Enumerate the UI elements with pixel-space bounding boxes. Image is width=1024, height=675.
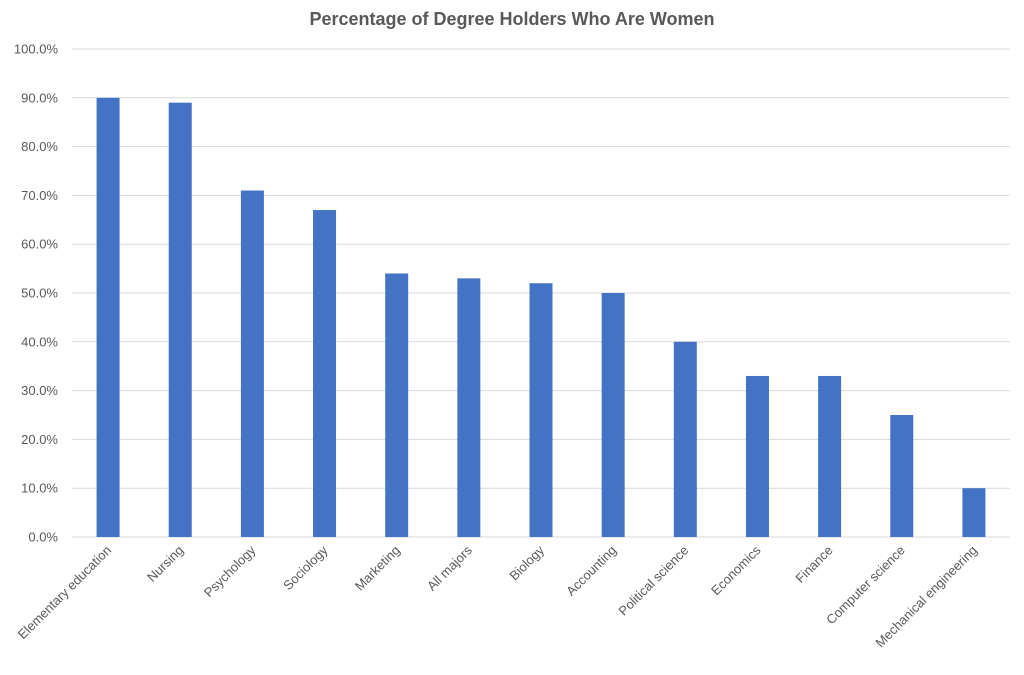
y-axis-tick-labels: 0.0% 10.0% 20.0% 30.0% 40.0% 50.0% 60.0% 70.0% 8… [14,42,59,545]
bar-nursing [168,102,192,538]
x-category-label: Economics [708,542,764,598]
y-tick-label: 70.0% [21,188,58,203]
y-tick-label: 10.0% [21,481,58,496]
y-tick-label: 80.0% [21,139,58,154]
bar-accounting [601,293,625,537]
y-tick-label: 100.0% [14,42,59,57]
x-category-label: Marketing [352,543,403,594]
bars [96,97,986,538]
x-category-label: Elementary education [15,543,115,643]
y-tick-label: 40.0% [21,334,58,349]
bar-sociology [313,210,337,538]
chart-title: Percentage of Degree Holders Who Are Wom… [309,9,715,29]
x-category-label: Nursing [144,543,186,585]
x-axis-category-labels: Elementary education Nursing Psychology Soc… [15,542,980,650]
x-category-label: All majors [424,542,475,593]
y-tick-label: 50.0% [21,286,58,301]
bar-marketing [385,273,409,537]
x-category-label: Psychology [201,542,259,600]
bar-economics [745,375,769,537]
x-category-label: Accounting [563,543,619,599]
y-tick-label: 20.0% [21,432,58,447]
x-category-label: Political science [615,543,691,619]
x-category-label: Sociology [280,542,331,593]
x-category-label: Biology [506,542,547,583]
y-tick-label: 30.0% [21,383,58,398]
bar-psychology [240,190,264,537]
y-tick-label: 60.0% [21,237,58,252]
bar-mechanical-engineering [962,488,986,537]
bar-elementary-education [96,97,120,538]
bar-biology [529,283,553,537]
bar-finance [818,375,842,537]
bar-political-science [673,341,697,537]
y-tick-label: 90.0% [21,90,58,105]
bar-computer-science [890,415,914,537]
y-tick-label: 0.0% [28,530,58,545]
bar-all-majors [457,278,481,537]
x-category-label: Computer science [823,543,908,628]
x-category-label: Finance [792,543,835,586]
